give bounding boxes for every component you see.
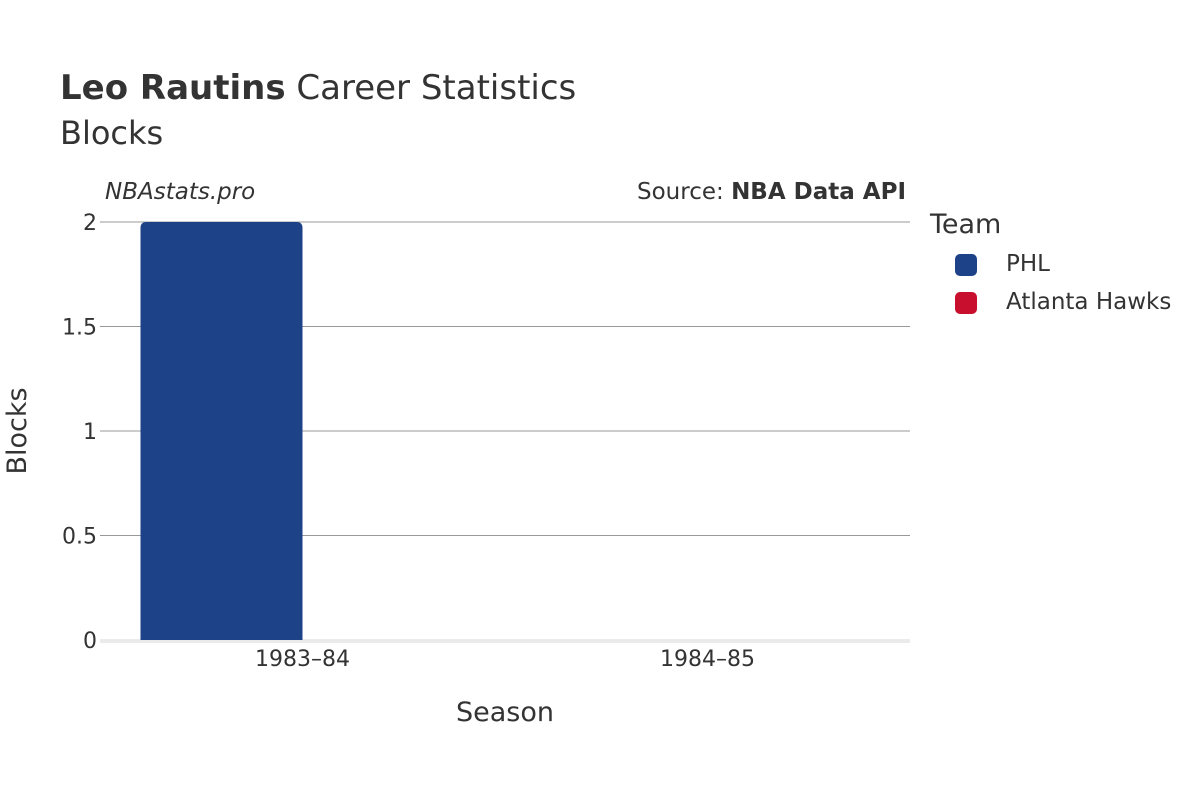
legend-label: PHL xyxy=(1006,251,1050,277)
source-prefix: Source: xyxy=(637,179,732,205)
legend-item[interactable]: PHL xyxy=(930,242,1050,280)
legend-title: Team xyxy=(930,209,1002,240)
legend: Team PHL Atlanta Hawks xyxy=(930,208,1171,318)
bars xyxy=(140,222,303,640)
y-tick-label: 2 xyxy=(83,211,97,236)
legend-swatch xyxy=(955,292,977,314)
chart-title: Leo Rautins Career Statistics xyxy=(60,68,576,108)
x-axis-label: Season xyxy=(456,697,554,728)
y-tick-label: 1 xyxy=(83,420,97,445)
source-label: Source: NBA Data API xyxy=(637,178,906,206)
player-name: Leo Rautins xyxy=(60,68,286,108)
y-tick-label: 0.5 xyxy=(62,525,97,550)
y-tick-label: 0 xyxy=(83,629,97,654)
bar-phl xyxy=(140,222,303,640)
y-axis-ticks: 0 0.5 1 1.5 2 xyxy=(62,211,97,654)
legend-item[interactable]: Atlanta Hawks xyxy=(930,280,1171,318)
x-tick-label: 1984–85 xyxy=(660,647,755,672)
source-name: NBA Data API xyxy=(731,179,906,205)
x-axis-ticks: 1983–84 1984–85 xyxy=(255,647,755,672)
y-tick-label: 1.5 xyxy=(62,316,97,341)
legend-label: Atlanta Hawks xyxy=(1006,289,1172,315)
chart-subtitle: Blocks xyxy=(60,114,164,152)
watermark: NBAstats.pro xyxy=(105,179,256,205)
legend-swatch xyxy=(955,254,977,276)
title-rest: Career Statistics xyxy=(285,68,577,108)
x-tick-label: 1983–84 xyxy=(255,647,350,672)
legend-items: PHL Atlanta Hawks xyxy=(930,242,1171,318)
y-axis-label: Blocks xyxy=(2,387,33,474)
